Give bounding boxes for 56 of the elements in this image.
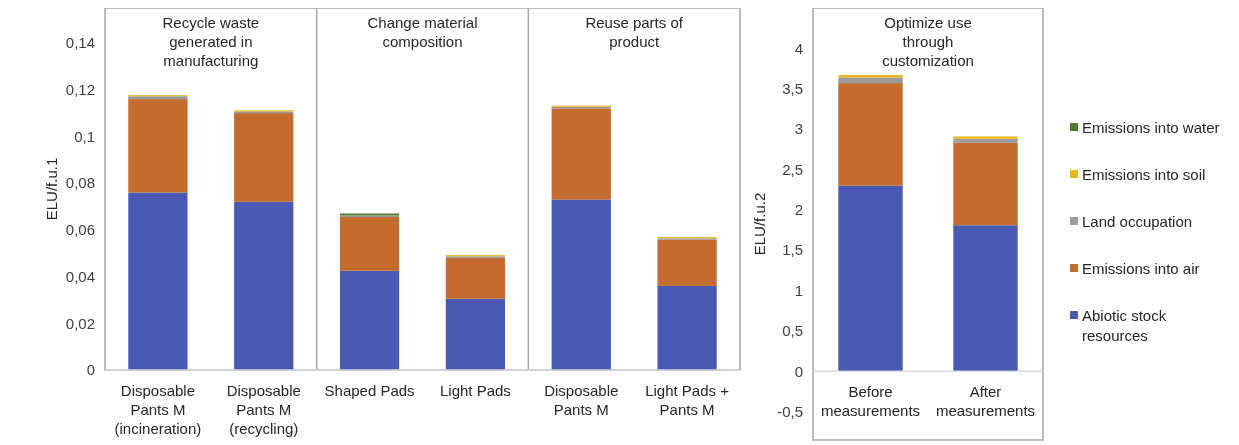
y-tick-label: 1,5	[782, 241, 803, 259]
bar	[838, 83, 903, 186]
y-tick-label: 0,12	[65, 80, 95, 98]
bar	[234, 201, 294, 370]
y-tick-label: 3,5	[782, 80, 803, 97]
bar	[838, 185, 903, 372]
y-tick-label: 2	[794, 201, 803, 219]
bar	[339, 217, 400, 271]
bar	[953, 138, 1018, 143]
y-tick-label: 3	[794, 120, 803, 138]
legend-label: Emissions into water	[1082, 119, 1220, 137]
y-tick-label: 0,08	[65, 174, 95, 192]
annotation: Reuse parts of product	[585, 14, 684, 50]
annotation: Recycle waste generated in manufacturing	[162, 14, 260, 69]
y-tick-label: 0,04	[65, 267, 95, 285]
y-tick-label: 1	[794, 281, 803, 299]
x-tick-label: Disposable Pants M	[544, 382, 619, 418]
y-tick-label: 2,5	[782, 160, 803, 178]
legend-label: Land occupation	[1082, 213, 1193, 231]
x-tick-label: Light Pads + Pants M	[645, 382, 730, 418]
bar	[234, 113, 294, 202]
y-tick-label: 0,06	[65, 221, 95, 239]
y-axis-title: ELU/f.u.2	[751, 192, 768, 256]
bar	[953, 136, 1018, 139]
y-tick-label: 0	[86, 361, 95, 379]
bar	[838, 77, 903, 84]
bar	[953, 142, 1018, 226]
y-tick-label: 0,5	[782, 322, 803, 340]
bar	[445, 257, 506, 299]
bar	[339, 270, 400, 370]
bar	[128, 99, 188, 193]
bar	[551, 199, 611, 370]
y-tick-label: 4	[794, 39, 803, 57]
y-axis-title: ELU/f.u.1	[43, 157, 60, 221]
legend-label: Emissions into soil	[1082, 166, 1206, 184]
bar	[953, 225, 1018, 372]
legend-label: Abiotic stock resources	[1082, 307, 1167, 345]
y-tick-label: 0,14	[65, 34, 95, 52]
bar	[551, 108, 611, 200]
bar	[445, 298, 506, 370]
annotation: Optimize use through customization	[882, 14, 974, 69]
bar	[657, 239, 717, 286]
x-tick-label: Light Pads	[439, 382, 511, 399]
y-tick-label: 0	[794, 362, 803, 380]
x-tick-label: Shaped Pads	[324, 382, 415, 399]
y-tick-label: -0,5	[777, 402, 803, 420]
annotation: Change material composition	[367, 14, 478, 50]
x-tick-label: Disposable Pants M (incineration)	[114, 382, 202, 437]
y-tick-label: 0,02	[65, 314, 95, 332]
x-tick-label: Disposable Pants M (recycling)	[226, 382, 301, 437]
bar	[657, 285, 717, 370]
y-tick-label: 0,1	[74, 127, 95, 145]
legend-label: Emissions into air	[1082, 260, 1200, 278]
bar	[128, 192, 188, 370]
x-tick-label: Before measurements	[820, 383, 921, 420]
x-tick-label: After measurements	[935, 383, 1036, 420]
